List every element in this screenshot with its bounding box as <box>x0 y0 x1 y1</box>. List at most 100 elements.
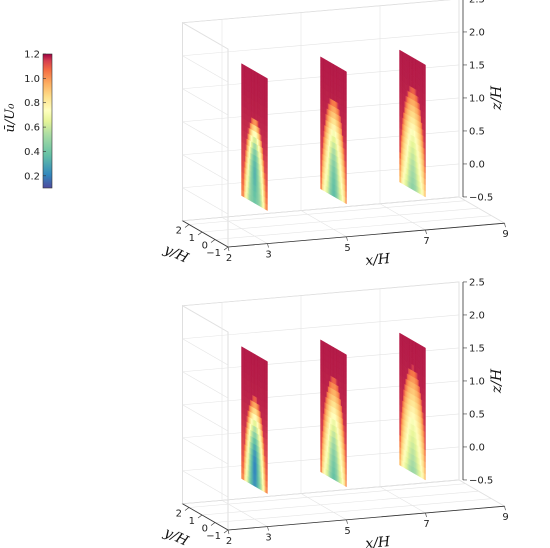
slice-cell <box>241 376 243 384</box>
slice-cell <box>241 370 243 378</box>
grid-line-floor-x <box>458 479 505 507</box>
slice-cell <box>241 424 243 432</box>
grid-line-side-z <box>182 371 229 399</box>
slice-cell <box>399 332 401 341</box>
floor-pane <box>181 196 506 248</box>
slice-cell <box>241 93 243 101</box>
x-tick-mark <box>346 236 348 241</box>
z-tick-label: 2.5 <box>469 277 485 288</box>
slice-cell <box>399 404 401 413</box>
x-tick-label: 2 <box>226 253 232 264</box>
z-tick-label: 0.0 <box>469 442 485 453</box>
slice-cell <box>399 428 401 437</box>
slice-cell <box>241 99 243 107</box>
grid-line-floor-x <box>221 217 268 244</box>
slice-cell <box>320 363 322 371</box>
slice-cell <box>320 351 322 359</box>
y-tick-mark <box>223 246 229 251</box>
slice-cell <box>241 183 243 191</box>
grid-line-side-z <box>182 22 229 50</box>
slice-cell <box>320 453 322 461</box>
grid-line-z <box>182 0 451 24</box>
slice-cell <box>320 441 322 449</box>
x-tick-mark <box>227 246 230 252</box>
slice-cell <box>320 417 322 425</box>
colorbar-tick-label: 1.2 <box>24 50 40 61</box>
slice-cell <box>320 405 322 413</box>
colorbar: 0.2 0.4 0.6 0.8 1.0 1.2 ū/U₀ <box>3 50 53 189</box>
grid-line-side-z <box>182 437 229 465</box>
slice-cell <box>399 157 401 166</box>
slice-cell <box>241 358 243 366</box>
slice-cell <box>241 460 243 468</box>
slice-cell <box>241 364 243 372</box>
colorbar-tick-label: 0.4 <box>24 147 40 158</box>
x-tick-label: 7 <box>423 519 429 530</box>
slice-cell <box>399 115 401 124</box>
slice-cell <box>241 382 243 390</box>
slice-cell <box>241 466 243 474</box>
slice-x7 <box>399 332 426 481</box>
z-axis-label: z/H <box>489 85 505 111</box>
x-tick-mark <box>425 512 427 518</box>
x-tick-label: 2 <box>226 536 232 547</box>
slice-cell <box>241 418 243 426</box>
slice-x3 <box>241 63 268 211</box>
slice-cell <box>241 75 243 83</box>
slice-cell <box>320 176 322 184</box>
slice-cell <box>399 362 401 371</box>
x-tick-mark <box>504 506 506 511</box>
slice-cell <box>241 63 243 71</box>
y-tick-mark <box>197 514 203 519</box>
slice-cell <box>320 345 322 353</box>
slice-cell <box>241 400 243 408</box>
grid-line-floor-y <box>214 215 492 240</box>
slice-cell <box>241 153 243 161</box>
grid-line-floor-x <box>300 493 347 521</box>
x-tick-label: 5 <box>344 526 350 537</box>
slice-cell <box>320 357 322 365</box>
slice-cell <box>241 189 243 197</box>
slice-cell <box>399 356 401 365</box>
slice-cell <box>241 177 243 185</box>
slice-cell <box>399 175 401 184</box>
y-tick-label: −1 <box>206 248 221 259</box>
grid-line-side-z <box>182 88 229 116</box>
z-axis-label: z/H <box>489 368 505 394</box>
y-tick-label: 0 <box>202 524 208 535</box>
slice-cell <box>320 381 322 389</box>
x-tick-mark <box>267 526 269 531</box>
y-tick-label: 2 <box>176 226 182 237</box>
slice-cell <box>320 158 322 166</box>
slice-cell <box>399 344 401 353</box>
floor-pane <box>181 479 506 531</box>
slice-cell <box>399 380 401 389</box>
x-axis-line <box>227 222 505 248</box>
z-tick-label: 1.5 <box>469 60 485 71</box>
x-tick-mark <box>504 223 506 228</box>
slice-cell <box>241 448 243 456</box>
slice-cell <box>320 435 322 443</box>
colorbar-tick-label: 0.2 <box>24 171 40 182</box>
x-tick-label: 9 <box>502 229 508 240</box>
grid-line-z <box>182 314 460 340</box>
y-tick-mark <box>184 224 190 228</box>
slice-cell <box>399 55 401 64</box>
z-tick-label: 1.0 <box>469 376 485 387</box>
slice-cell <box>399 392 401 401</box>
slice-cell <box>320 116 322 124</box>
x-tick-label: 5 <box>344 243 350 254</box>
slice-cell <box>399 169 401 178</box>
colorbar-gradient <box>42 53 53 189</box>
z-tick-label: 0.5 <box>469 409 485 420</box>
slice-cell <box>320 74 322 82</box>
slice-cell <box>320 164 322 172</box>
slice-cell <box>399 49 401 58</box>
grid-line-floor-y <box>201 207 479 233</box>
y-tick-mark <box>223 529 229 534</box>
slice-cell <box>241 135 243 143</box>
slice-cell <box>241 129 243 137</box>
y-tick-label: −1 <box>206 531 221 542</box>
slice-cell <box>399 434 401 443</box>
slice-cell <box>320 56 322 64</box>
